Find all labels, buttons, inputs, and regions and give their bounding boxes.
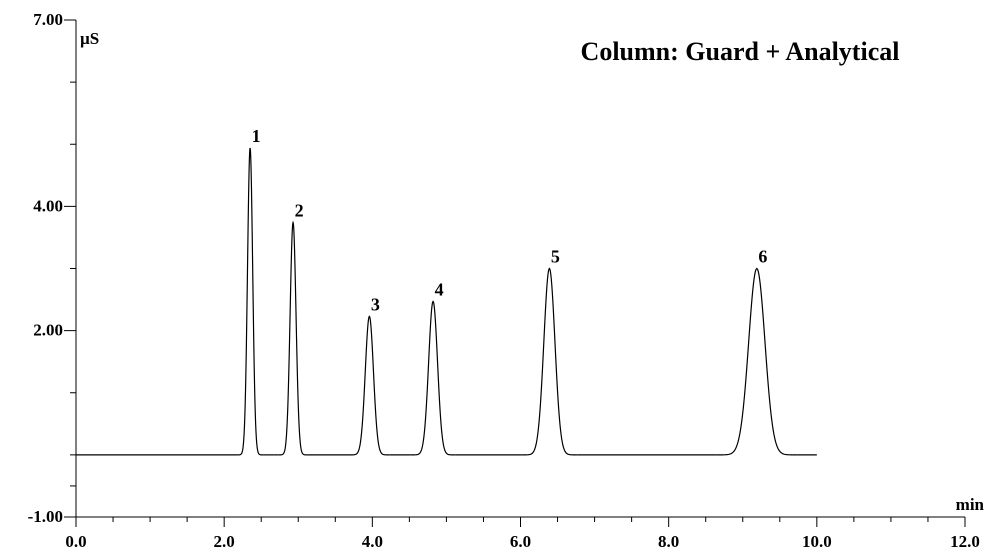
- x-tick-label: 10.0: [802, 532, 832, 551]
- peak: [349, 315, 390, 456]
- peak: [278, 220, 308, 456]
- x-tick-label: 0.0: [65, 532, 86, 551]
- y-tick-label: 7.00: [33, 10, 63, 29]
- chart-title: Column: Guard + Analytical: [581, 37, 900, 66]
- x-tick-label: 4.0: [362, 532, 383, 551]
- x-tick-label: 2.0: [214, 532, 235, 551]
- x-tick-label: 12.0: [950, 532, 980, 551]
- y-unit: µS: [80, 29, 99, 48]
- peak: [410, 300, 456, 456]
- y-tick-label: -1.00: [28, 507, 63, 526]
- peak-label: 1: [252, 126, 261, 146]
- x-unit: min: [956, 495, 985, 514]
- peak-label: 6: [758, 247, 767, 267]
- x-tick-label: 8.0: [658, 532, 679, 551]
- peak-label: 2: [295, 201, 304, 221]
- peak-label: 4: [435, 279, 444, 299]
- peak: [237, 147, 264, 456]
- y-tick-label: 4.00: [33, 196, 63, 215]
- x-tick-label: 6.0: [510, 532, 531, 551]
- peak-label: 5: [551, 247, 560, 267]
- y-tick-label: 2.00: [33, 321, 63, 340]
- peak-label: 3: [371, 294, 380, 314]
- peak: [521, 267, 578, 456]
- peak: [716, 267, 798, 456]
